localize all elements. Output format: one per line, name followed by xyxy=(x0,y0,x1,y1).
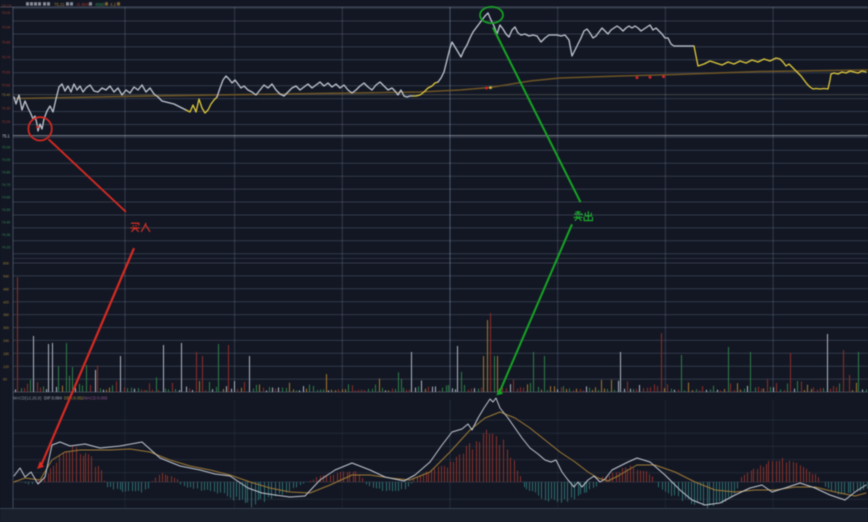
svg-text:4.2: 4.2 xyxy=(110,2,117,7)
svg-text:74.70: 74.70 xyxy=(2,183,11,187)
svg-text:MACD:0.065: MACD:0.065 xyxy=(84,396,108,401)
svg-text:74.60: 74.60 xyxy=(2,196,11,200)
svg-text:DIF:0.084: DIF:0.084 xyxy=(44,396,63,401)
svg-text:74.30: 74.30 xyxy=(2,233,11,237)
svg-text:600: 600 xyxy=(3,262,9,266)
svg-text:420: 420 xyxy=(3,300,9,304)
svg-text:75.30: 75.30 xyxy=(2,107,11,111)
svg-text:240: 240 xyxy=(3,339,9,343)
svg-text:540: 540 xyxy=(3,275,9,279)
svg-text:75.40: 75.40 xyxy=(2,93,11,97)
svg-text:300: 300 xyxy=(3,326,9,330)
svg-text:75.1: 75.1 xyxy=(2,133,10,138)
svg-text:4560: 4560 xyxy=(95,2,105,7)
svg-text:75.60: 75.60 xyxy=(2,71,11,75)
svg-text:MACD(12,26,9): MACD(12,26,9) xyxy=(13,396,42,401)
svg-text:360: 360 xyxy=(3,313,9,317)
svg-text:75.70: 75.70 xyxy=(2,56,11,60)
svg-text:75.90: 75.90 xyxy=(2,26,11,30)
svg-text:480: 480 xyxy=(3,287,9,291)
svg-text:120: 120 xyxy=(3,365,9,369)
svg-text:74.40: 74.40 xyxy=(2,221,11,225)
svg-text:74.50: 74.50 xyxy=(2,208,11,212)
svg-text:75.21: 75.21 xyxy=(54,2,65,7)
svg-text:76.19: 76.19 xyxy=(2,4,12,8)
svg-text:74.20: 74.20 xyxy=(2,246,11,250)
svg-text:-0.46%: -0.46% xyxy=(76,2,90,7)
svg-text:76.00: 76.00 xyxy=(2,11,11,15)
svg-text:60: 60 xyxy=(3,378,7,382)
svg-text:75.20: 75.20 xyxy=(2,120,11,124)
svg-text:74.90: 74.90 xyxy=(2,158,11,162)
svg-text:75.00: 75.00 xyxy=(2,146,11,150)
svg-text:75.50: 75.50 xyxy=(2,84,11,88)
svg-text:180: 180 xyxy=(3,352,9,356)
svg-text:DEA:0.052: DEA:0.052 xyxy=(64,396,85,401)
svg-text:74.80: 74.80 xyxy=(2,171,11,175)
svg-text:75.80: 75.80 xyxy=(2,41,11,45)
